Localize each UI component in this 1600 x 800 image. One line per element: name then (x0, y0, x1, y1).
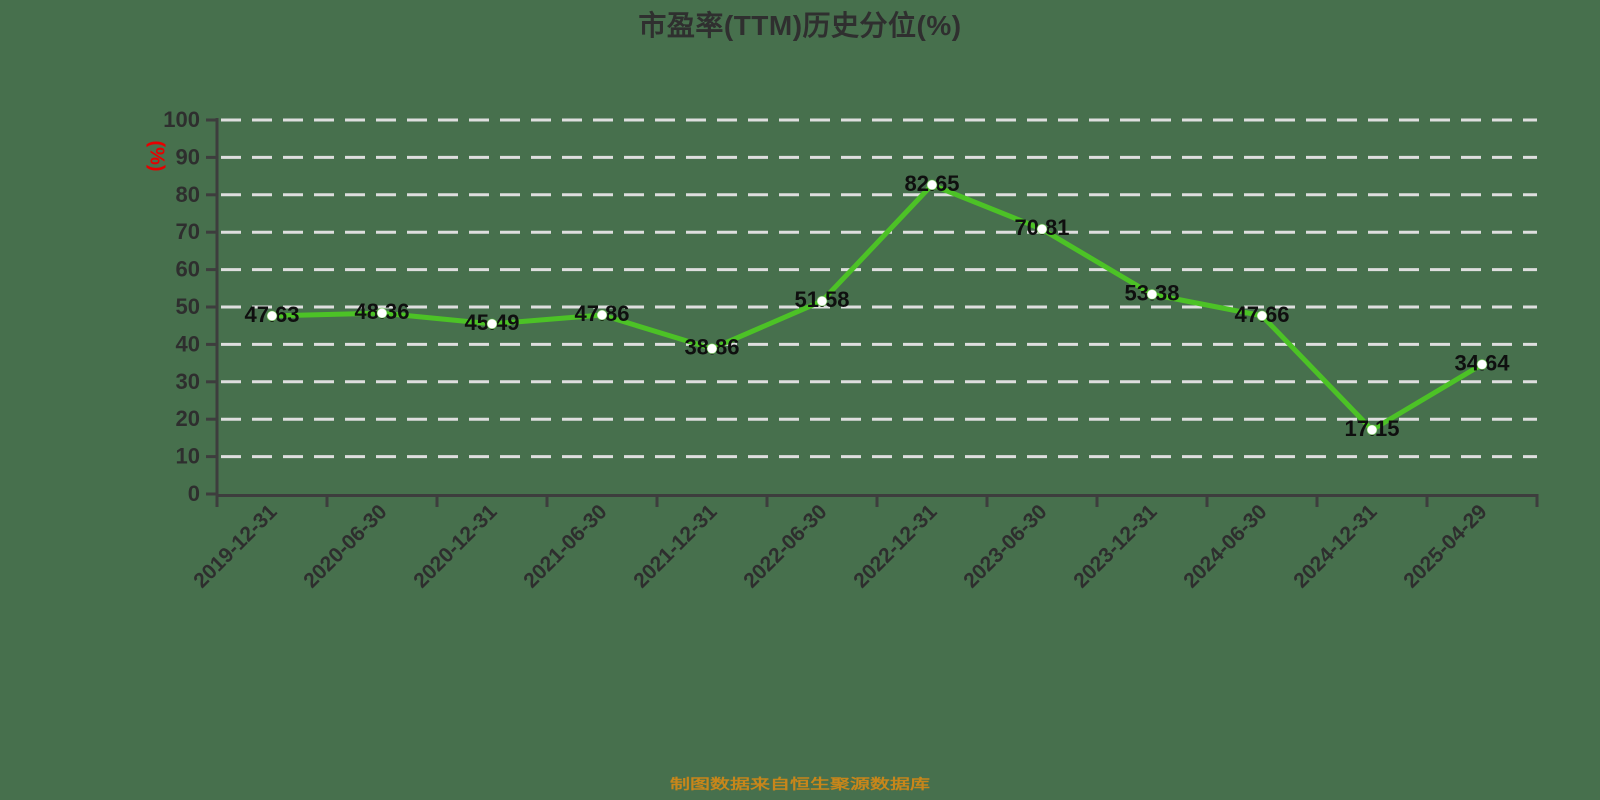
x-axis-tick-label: 2024-06-30 (1179, 500, 1271, 592)
data-source-note: 制图数据来自恒生聚源数据库 (670, 777, 930, 793)
x-axis-tick-label: 2019-12-31 (189, 500, 281, 592)
y-axis-tick-label: 20 (176, 406, 200, 431)
y-axis-tick-label: 60 (176, 257, 200, 282)
y-axis-tick-label: 90 (176, 144, 200, 169)
y-axis-tick-label: 100 (163, 107, 200, 132)
data-point-dot[interactable] (816, 295, 828, 307)
y-axis-tick-label: 30 (176, 369, 200, 394)
data-point-dot[interactable] (1036, 223, 1048, 235)
data-point-dot[interactable] (1256, 310, 1268, 322)
y-axis-tick-label: 50 (176, 294, 200, 319)
x-axis-tick-label: 2023-12-31 (1069, 500, 1161, 592)
x-axis-tick-label: 2020-06-30 (299, 500, 391, 592)
x-axis-tick-label: 2025-04-29 (1399, 500, 1491, 592)
y-axis-tick-label: 0 (188, 481, 200, 506)
x-axis-tick-label: 2021-12-31 (629, 500, 721, 592)
x-axis-tick-label: 2021-06-30 (519, 500, 611, 592)
series-line (269, 182, 1485, 433)
x-axis-tick-label: 2023-06-30 (959, 500, 1051, 592)
data-point-dot[interactable] (926, 179, 938, 191)
x-axis-tick-label: 2020-12-31 (409, 500, 501, 592)
data-point-dot[interactable] (266, 310, 278, 322)
x-axis-tick-label: 2022-12-31 (849, 500, 941, 592)
x-axis-tick-label: 2024-12-31 (1289, 500, 1381, 592)
x-axis-tick-label: 2022-06-30 (739, 500, 831, 592)
y-axis-tick-label: 70 (176, 219, 200, 244)
data-point-dot[interactable] (1366, 424, 1378, 436)
data-point-dot[interactable] (1476, 358, 1488, 370)
data-point-dot[interactable] (376, 307, 388, 319)
y-axis-tick-label: 10 (176, 444, 200, 469)
footer-row: 制图数据来自恒生聚源数据库 (0, 773, 1600, 800)
data-point-dot[interactable] (706, 343, 718, 355)
y-axis-tick-label: 40 (176, 331, 200, 356)
data-point-dot[interactable] (596, 309, 608, 321)
data-point-dot[interactable] (1146, 288, 1158, 300)
chart-title: 市盈率(TTM)历史分位(%) (638, 10, 962, 41)
data-point-dot[interactable] (486, 318, 498, 330)
y-axis-tick-label: 80 (176, 182, 200, 207)
